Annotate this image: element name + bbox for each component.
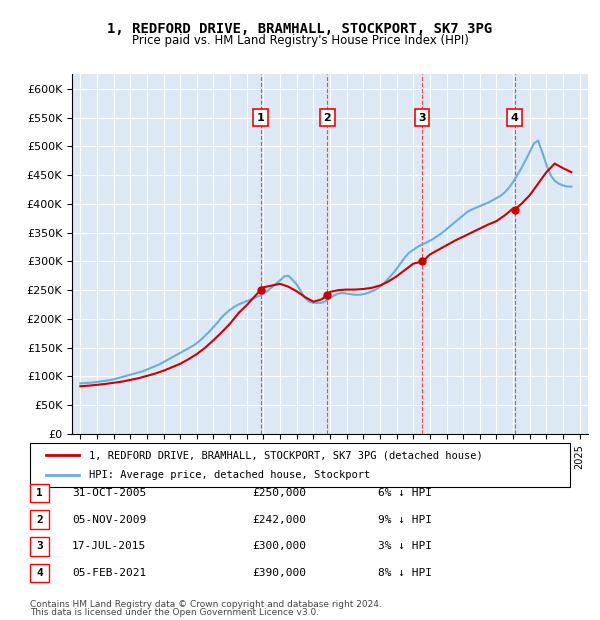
Text: Price paid vs. HM Land Registry's House Price Index (HPI): Price paid vs. HM Land Registry's House …: [131, 34, 469, 47]
Text: £300,000: £300,000: [252, 541, 306, 551]
Text: £250,000: £250,000: [252, 488, 306, 498]
Text: 4: 4: [511, 113, 518, 123]
Text: 6% ↓ HPI: 6% ↓ HPI: [378, 488, 432, 498]
Text: 8% ↓ HPI: 8% ↓ HPI: [378, 568, 432, 578]
Text: 1, REDFORD DRIVE, BRAMHALL, STOCKPORT, SK7 3PG: 1, REDFORD DRIVE, BRAMHALL, STOCKPORT, S…: [107, 22, 493, 36]
Text: Contains HM Land Registry data © Crown copyright and database right 2024.: Contains HM Land Registry data © Crown c…: [30, 600, 382, 609]
Text: 2: 2: [36, 515, 43, 525]
Text: £390,000: £390,000: [252, 568, 306, 578]
Text: 3: 3: [36, 541, 43, 551]
Text: 3: 3: [418, 113, 426, 123]
Text: 17-JUL-2015: 17-JUL-2015: [72, 541, 146, 551]
Text: This data is licensed under the Open Government Licence v3.0.: This data is licensed under the Open Gov…: [30, 608, 319, 617]
Text: 1, REDFORD DRIVE, BRAMHALL, STOCKPORT, SK7 3PG (detached house): 1, REDFORD DRIVE, BRAMHALL, STOCKPORT, S…: [89, 451, 483, 461]
Text: 05-FEB-2021: 05-FEB-2021: [72, 568, 146, 578]
Text: 1: 1: [36, 488, 43, 498]
Text: 9% ↓ HPI: 9% ↓ HPI: [378, 515, 432, 525]
FancyBboxPatch shape: [30, 443, 570, 487]
Text: 1: 1: [257, 113, 265, 123]
Text: HPI: Average price, detached house, Stockport: HPI: Average price, detached house, Stoc…: [89, 469, 371, 479]
Text: 4: 4: [36, 568, 43, 578]
Text: 2: 2: [323, 113, 331, 123]
Text: 3% ↓ HPI: 3% ↓ HPI: [378, 541, 432, 551]
Text: 31-OCT-2005: 31-OCT-2005: [72, 488, 146, 498]
Text: £242,000: £242,000: [252, 515, 306, 525]
Text: 05-NOV-2009: 05-NOV-2009: [72, 515, 146, 525]
